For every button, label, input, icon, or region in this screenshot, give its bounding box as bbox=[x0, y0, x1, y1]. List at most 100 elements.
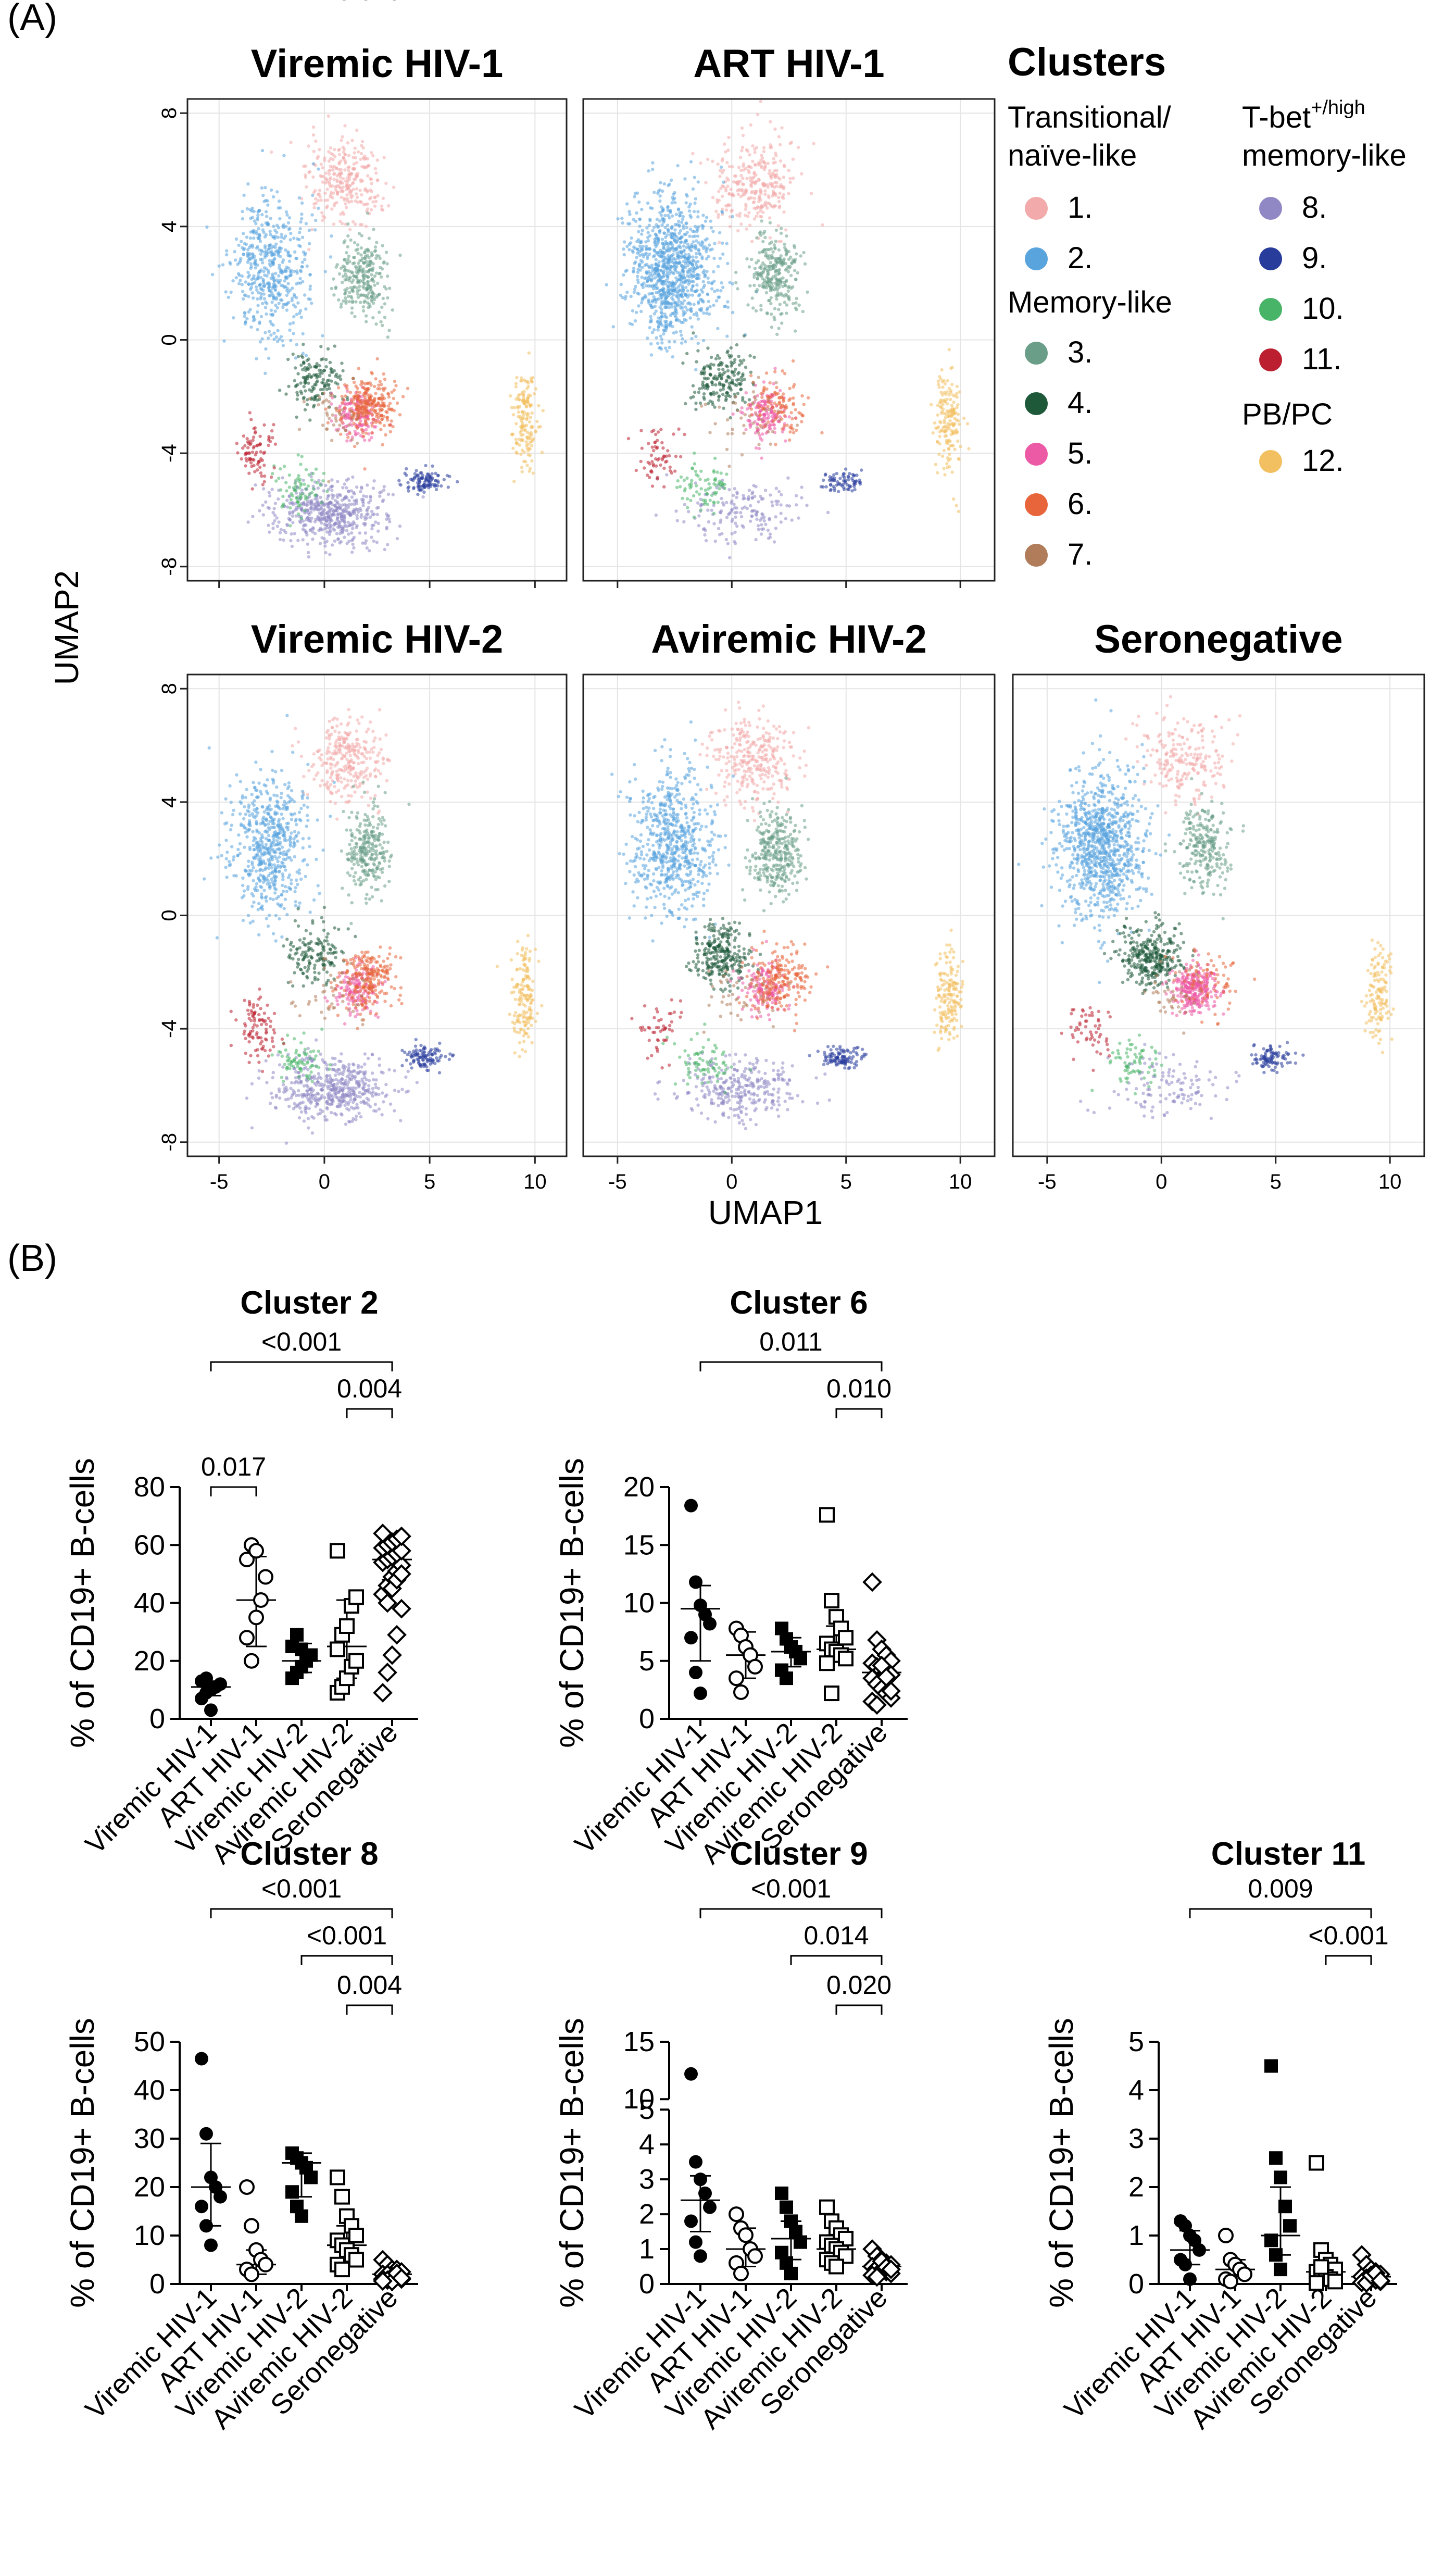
umap-point bbox=[666, 248, 670, 252]
umap-point bbox=[663, 305, 667, 309]
umap-point bbox=[636, 274, 639, 278]
umap-point bbox=[321, 388, 325, 391]
umap-point bbox=[360, 144, 363, 147]
umap-point bbox=[231, 279, 235, 283]
umap-point bbox=[699, 508, 703, 512]
umap-point bbox=[767, 272, 770, 276]
umap-point bbox=[353, 241, 357, 245]
umap-point bbox=[314, 493, 318, 497]
umap-point bbox=[287, 274, 291, 278]
umap-point bbox=[280, 232, 283, 236]
umap-point bbox=[792, 176, 795, 180]
umap-point bbox=[370, 254, 373, 258]
umap-point bbox=[628, 222, 632, 226]
umap-point bbox=[356, 150, 360, 154]
umap-point bbox=[332, 369, 336, 372]
umap-point bbox=[643, 294, 647, 297]
umap-point bbox=[631, 309, 635, 313]
umap-point bbox=[304, 389, 307, 393]
umap-point bbox=[356, 295, 360, 299]
umap-point bbox=[690, 325, 694, 329]
umap-point bbox=[440, 484, 443, 488]
umap-point bbox=[246, 248, 250, 252]
umap-point bbox=[332, 191, 335, 195]
umap-point bbox=[660, 295, 664, 299]
umap-point bbox=[316, 379, 320, 383]
umap-point bbox=[787, 504, 792, 508]
umap-point bbox=[289, 539, 293, 543]
umap-point bbox=[528, 434, 532, 438]
umap-point bbox=[328, 181, 331, 184]
umap-point bbox=[275, 525, 280, 528]
umap-point bbox=[668, 272, 672, 276]
umap-point bbox=[330, 207, 334, 211]
umap-point bbox=[264, 198, 268, 202]
umap-point bbox=[376, 521, 380, 525]
umap-point bbox=[340, 195, 343, 199]
umap-point bbox=[787, 298, 791, 302]
umap-point bbox=[294, 366, 297, 370]
umap-point bbox=[723, 483, 726, 486]
umap-point bbox=[269, 308, 273, 312]
umap-point bbox=[663, 312, 667, 316]
umap-point bbox=[720, 532, 724, 535]
umap-point bbox=[359, 424, 363, 428]
umap-point bbox=[282, 154, 286, 157]
umap-point bbox=[756, 277, 759, 280]
umap-point bbox=[252, 296, 255, 300]
umap-point bbox=[436, 479, 440, 483]
umap-point bbox=[788, 386, 792, 391]
umap-point bbox=[300, 201, 304, 205]
umap-point bbox=[352, 535, 356, 540]
umap-point bbox=[663, 346, 668, 350]
umap-point bbox=[725, 447, 729, 452]
umap-point bbox=[374, 171, 378, 175]
umap-point bbox=[378, 256, 382, 260]
umap-point bbox=[304, 503, 307, 507]
umap-point bbox=[711, 196, 715, 199]
umap-point bbox=[342, 525, 346, 529]
umap-point bbox=[716, 470, 719, 474]
umap-point bbox=[649, 320, 653, 323]
umap-point bbox=[530, 380, 534, 384]
umap-point bbox=[765, 254, 769, 257]
umap-point bbox=[668, 267, 672, 270]
umap-point bbox=[747, 211, 751, 215]
umap-point bbox=[289, 339, 293, 343]
umap-point bbox=[258, 443, 261, 447]
umap-point bbox=[693, 462, 697, 466]
umap-point bbox=[286, 282, 290, 285]
umap-point bbox=[517, 398, 521, 402]
umap-point bbox=[724, 398, 728, 402]
umap-point bbox=[375, 403, 379, 407]
umap-point bbox=[373, 245, 378, 249]
umap-point bbox=[720, 496, 723, 501]
umap-point bbox=[528, 469, 531, 473]
umap-point bbox=[323, 544, 327, 548]
umap-point bbox=[363, 531, 368, 535]
umap-point bbox=[724, 304, 727, 308]
umap-point bbox=[665, 242, 669, 245]
umap-point bbox=[278, 338, 281, 341]
umap-point bbox=[295, 391, 299, 394]
umap-point bbox=[784, 268, 788, 272]
umap-point bbox=[299, 483, 303, 487]
umap-point bbox=[273, 502, 278, 505]
umap-point bbox=[660, 209, 664, 214]
umap-point bbox=[269, 322, 273, 326]
umap-point bbox=[778, 177, 782, 181]
umap-point bbox=[330, 402, 333, 406]
umap-point bbox=[760, 205, 764, 208]
umap-point bbox=[721, 368, 725, 371]
umap-point bbox=[660, 341, 664, 345]
umap-point bbox=[247, 295, 250, 298]
umap-point bbox=[293, 379, 296, 383]
umap-point bbox=[377, 383, 381, 387]
umap-point bbox=[637, 250, 641, 254]
umap-point bbox=[323, 191, 327, 195]
umap-point bbox=[777, 327, 781, 330]
umap-point bbox=[236, 451, 240, 455]
umap-point bbox=[329, 146, 333, 150]
umap-point bbox=[518, 443, 522, 447]
